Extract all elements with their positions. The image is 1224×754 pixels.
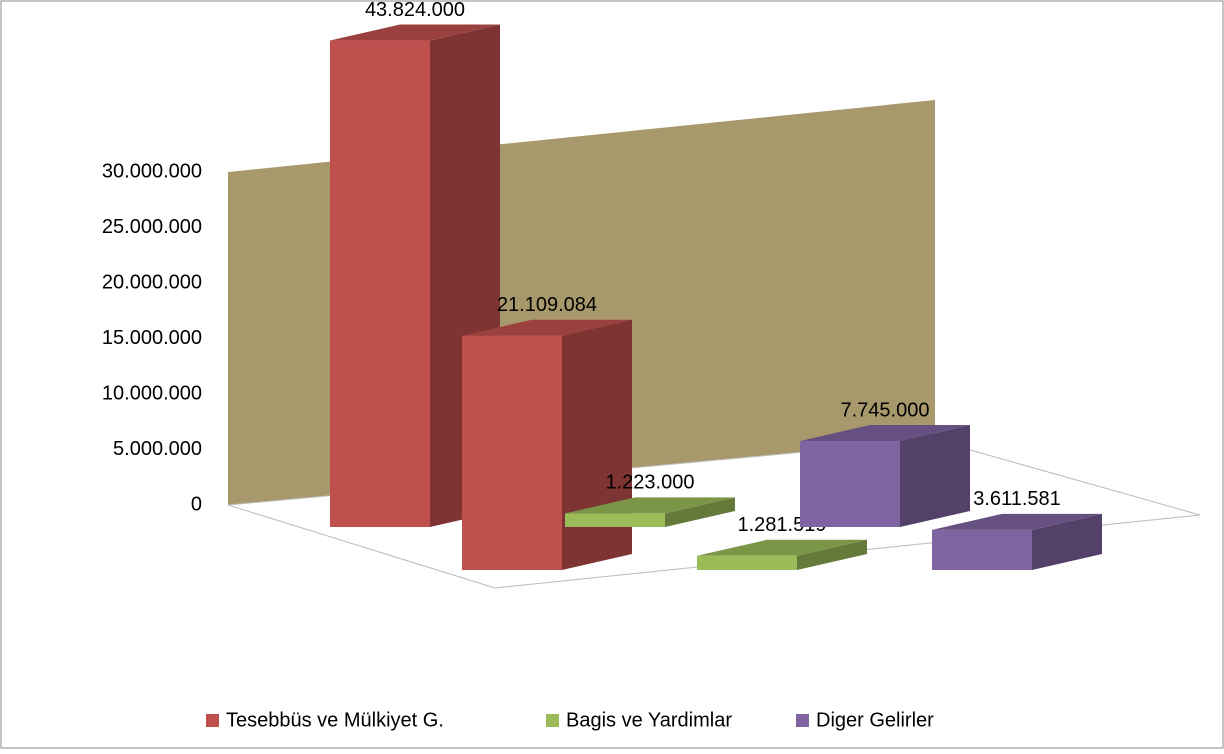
bar <box>800 441 900 527</box>
legend-label: Bagis ve Yardimlar <box>566 709 732 731</box>
bar-side <box>562 319 632 570</box>
bar <box>462 335 562 570</box>
bar-top <box>932 513 1102 530</box>
legend-label: Diger Gelirler <box>816 709 934 731</box>
legend-swatch <box>796 714 809 727</box>
y-tick-label: 0 <box>191 493 202 515</box>
y-tick-label: 20.000.000 <box>102 271 202 293</box>
y-tick-label: 15.000.000 <box>102 327 202 349</box>
legend-swatch <box>546 714 559 727</box>
bar-side <box>900 425 970 527</box>
data-label: 21.109.084 <box>497 294 597 316</box>
bar-top <box>462 319 632 336</box>
data-label: 3.611.581 <box>973 488 1061 510</box>
data-label: 43.824.000 <box>365 0 465 21</box>
bar-side <box>665 497 735 527</box>
y-tick-label: 10.000.000 <box>102 382 202 404</box>
data-label: 7.745.000 <box>841 399 930 421</box>
bar <box>330 40 430 528</box>
bar-top <box>330 24 500 41</box>
legend-label: Tesebbüs ve Mülkiyet G. <box>226 709 444 731</box>
y-tick-label: 30.000.000 <box>102 160 202 182</box>
bar-top <box>800 425 970 442</box>
y-tick-label: 5.000.000 <box>113 438 202 460</box>
bar <box>932 529 1032 570</box>
bar <box>565 513 665 527</box>
bar-top <box>697 539 867 556</box>
bar-side <box>1032 513 1102 570</box>
bar-top <box>565 497 735 514</box>
y-tick-label: 25.000.000 <box>102 216 202 238</box>
bar <box>697 555 797 570</box>
legend-swatch <box>206 714 219 727</box>
bar-side <box>797 539 867 570</box>
data-label: 1.223.000 <box>606 472 695 494</box>
